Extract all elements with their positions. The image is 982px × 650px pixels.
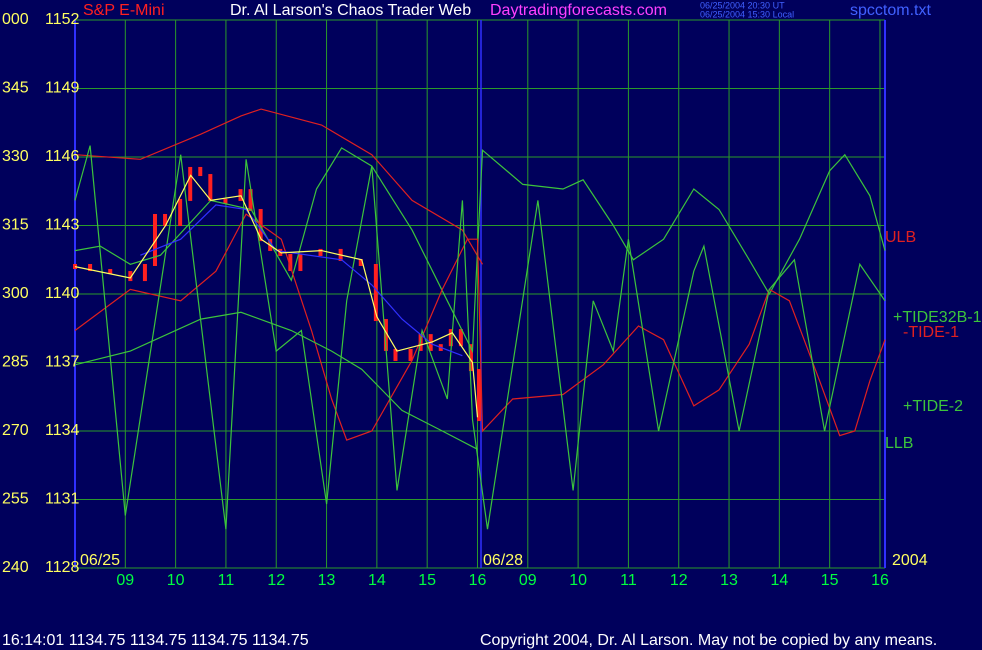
price-bar [142,264,147,282]
y2-tick-label: 330 [2,148,29,165]
y2-tick-label: 315 [2,217,29,234]
y-tick-label: 1137 [45,354,80,371]
y-tick-label: 1134 [45,422,80,439]
series-label: +TIDE-2 [903,398,963,415]
y2-tick-label: 270 [2,422,29,439]
series-label: +TIDE32B-1 [893,309,982,326]
x-tick-label: 10 [167,572,185,589]
x-tick-label: 12 [670,572,688,589]
date-label: 06/28 [483,552,523,569]
price-bar [238,189,243,201]
timestamp: 06/25/2004 15:30 Local [700,9,794,19]
y-tick-label: 1146 [45,148,80,165]
price-bar [88,264,93,272]
price-bar [198,166,203,177]
price-bar [152,213,157,267]
x-tick-label: 13 [720,572,738,589]
instrument-label: S&P E-Mini [83,2,165,19]
y2-tick-label: 285 [2,354,29,371]
x-tick-label: 11 [620,572,637,589]
x-tick-label: 11 [218,572,235,589]
price-bar [288,253,293,272]
price-bar [468,344,473,372]
x-tick-label: 14 [770,572,788,589]
price-bar [458,329,463,347]
x-tick-label: 12 [267,572,285,589]
x-tick-label: 09 [116,572,134,589]
series-line [74,174,479,418]
x-tick-label: 15 [418,572,436,589]
price-bar [373,264,378,322]
price-bar [358,258,363,267]
date-label: 2004 [892,552,928,569]
x-tick-label: 10 [569,572,587,589]
price-bar [383,319,388,351]
x-tick-label: 15 [821,572,839,589]
price-bar [298,253,303,272]
price-bar [318,248,323,256]
chart-title: Dr. Al Larson's Chaos Trader Web [230,2,471,19]
series-label: LLB [885,435,913,452]
x-tick-label: 16 [871,572,889,589]
copyright: Copyright 2004, Dr. Al Larson. May not b… [480,632,937,649]
date-label: 06/25 [80,552,120,569]
series-line [74,108,484,265]
series-line [74,147,886,354]
timestamp: 06/25/2004 20:30 UT [700,0,785,10]
series-line [74,311,478,450]
series-line [74,145,886,530]
y2-tick-label: 345 [2,80,29,97]
price-bar [476,369,481,422]
y2-tick-label: 000 [2,11,29,28]
y-tick-label: 1140 [45,285,80,302]
file-name: spcctom.txt [850,2,931,19]
x-tick-label: 13 [318,572,336,589]
series-label: ULB [885,229,916,246]
y-tick-label: 1131 [45,491,80,508]
price-bar [223,198,228,204]
y2-tick-label: 240 [2,559,29,576]
y-tick-label: 1149 [45,80,80,97]
status-line: 16:14:01 1134.75 1134.75 1134.75 1134.75 [2,632,309,649]
y-tick-label: 1152 [45,11,80,28]
series-line [74,213,886,441]
x-tick-label: 14 [368,572,386,589]
price-bar [393,348,398,361]
website: Daytradingforecasts.com [490,2,667,19]
x-tick-label: 09 [519,572,537,589]
plot-area [73,108,886,530]
y-tick-label: 1143 [45,217,80,234]
series-line [140,204,463,357]
price-bar [208,174,213,201]
y2-tick-label: 300 [2,285,29,302]
price-bar [73,264,77,270]
price-bar [188,166,193,201]
price-bar [178,198,183,227]
price-bar [408,348,413,361]
series-label: -TIDE-1 [903,324,959,341]
price-bar [248,189,253,211]
price-bar [108,269,113,275]
price-bar [448,329,453,347]
y2-tick-label: 255 [2,491,29,508]
price-bar [128,271,133,282]
x-tick-label: 16 [469,572,487,589]
y-tick-label: 1128 [45,559,80,576]
price-bar [163,213,168,227]
